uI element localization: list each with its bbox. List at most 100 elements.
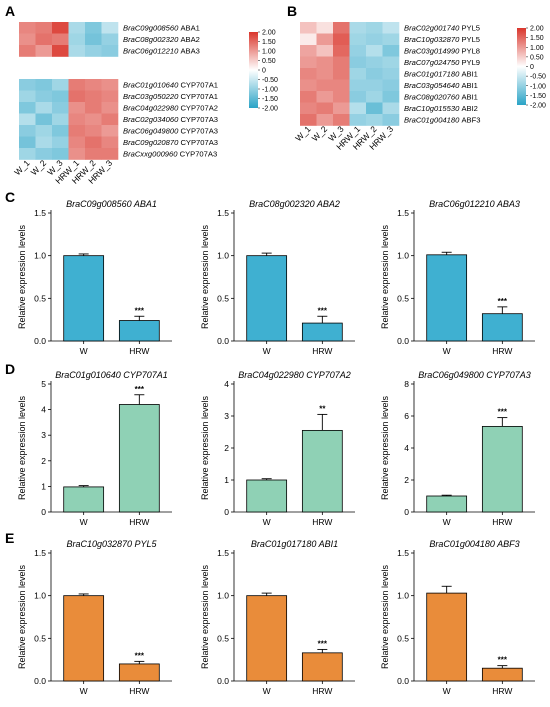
heatmap-cell: [333, 33, 350, 46]
y-tick-label: 0.0: [34, 336, 46, 346]
y-tick-label: 1.0: [34, 251, 46, 261]
legend-tick-label: 2.00: [530, 26, 544, 33]
heatmap-cell: [52, 79, 69, 91]
heatmap-cell: [19, 136, 36, 149]
y-tick-label: 0.0: [34, 676, 46, 686]
heatmap-cell: [366, 68, 383, 80]
heatmap-cell: [101, 90, 119, 103]
row-gene-name: PYL8: [461, 47, 480, 56]
heatmap-cell: [68, 125, 86, 137]
heatmap-cell: [101, 22, 119, 34]
row-label: BraC02g034060 CYP707A3: [123, 115, 218, 124]
significance-label: ***: [135, 651, 145, 660]
y-tick-label: 3: [41, 430, 46, 440]
heatmap-cell: [85, 102, 102, 114]
heatmap-cell: [19, 45, 36, 57]
heatmap-cell: [101, 102, 119, 114]
heatmap-cell: [52, 136, 69, 149]
y-tick-label: 1.5: [217, 208, 229, 218]
heatmap-cell: [68, 33, 86, 46]
legend-tick-label: -2.00: [262, 106, 278, 113]
y-tick-label: 6: [404, 411, 409, 421]
legend-tick-label: 0: [262, 68, 266, 75]
bar: [63, 255, 105, 342]
x-tick-label: HRW: [129, 517, 149, 527]
chart-gene-name: ABA1: [133, 199, 157, 209]
heatmap-cell: [300, 102, 317, 115]
row-gene-name: ABA3: [180, 47, 199, 56]
row-gene-name: ABA2: [180, 35, 199, 44]
heatmap-cell: [52, 113, 69, 126]
heatmap-cell: [52, 90, 69, 103]
row-gene-id: BraC07g024750: [404, 58, 460, 67]
row-gene-name: ABF3: [461, 116, 480, 125]
heatmap-cell: [349, 102, 367, 115]
y-tick-label: 1.0: [397, 591, 409, 601]
heatmap-cell: [35, 113, 53, 126]
row-gene-name: CYP707A3: [180, 150, 218, 159]
row-label: BraC06g049800 CYP707A3: [123, 127, 218, 136]
heatmap-cell: [366, 22, 383, 34]
x-tick-label: HRW: [312, 517, 332, 527]
heatmap-cell: [333, 22, 350, 34]
bar: [301, 429, 343, 513]
chart-gene-name: ABA2: [316, 199, 340, 209]
legend-tick-label: -0.50: [262, 77, 278, 84]
row-label: BraC04g022980 CYP707A2: [123, 104, 218, 113]
chart-gene-name: CYP707A2: [306, 370, 351, 380]
heatmap-cell: [366, 102, 383, 115]
heatmap-cell: [101, 79, 119, 91]
legend-tick-label: 1.50: [262, 39, 276, 46]
heatmap-cell: [85, 90, 102, 103]
heatmap-cell: [316, 22, 334, 34]
bar: [246, 595, 288, 682]
x-tick-label: W: [263, 346, 271, 356]
heatmap-cell: [68, 136, 86, 149]
column-label: W_1: [293, 124, 313, 144]
row-gene-name: CYP707A3: [180, 138, 218, 147]
heatmap-cell: [382, 114, 400, 126]
bar: [426, 254, 468, 342]
x-tick-label: W: [443, 517, 451, 527]
bar: [118, 320, 160, 342]
heatmap-cell: [333, 45, 350, 57]
heatmap-cell: [52, 148, 69, 160]
heatmap-cell: [382, 79, 400, 92]
column-label: W_2: [29, 158, 49, 178]
heatmap-cell: [52, 125, 69, 137]
bar: [301, 322, 343, 342]
row-label: BraC03g050220 CYP707A1: [123, 92, 218, 101]
heatmap-cell: [300, 79, 317, 92]
significance-label: ***: [318, 306, 328, 315]
chart-title: BraC10g032870 PYL5: [66, 539, 157, 549]
y-axis-label: Relative expression levels: [17, 224, 27, 329]
y-tick-label: 0: [224, 507, 229, 517]
significance-label: ***: [498, 408, 508, 417]
heatmap-cell: [85, 136, 102, 149]
heatmap-cell: [349, 56, 367, 69]
heatmap-cell: [35, 136, 53, 149]
legend-tick-label: 1.00: [530, 45, 544, 52]
y-tick-label: 0.5: [217, 293, 229, 303]
heatmap-cell: [101, 148, 119, 160]
x-tick-label: HRW: [492, 517, 512, 527]
panel-letter-d: D: [5, 361, 15, 377]
row-gene-id: BraC02g001740: [404, 24, 460, 33]
legend-tick-label: -2.00: [530, 103, 546, 110]
row-label: BraC02g001740 PYL5: [404, 24, 480, 33]
heatmap-cell: [52, 22, 69, 34]
heatmap-cell: [349, 114, 367, 126]
heatmap-cell: [68, 45, 86, 57]
y-axis-label: Relative expression levels: [200, 564, 210, 669]
heatmap-cell: [300, 114, 317, 126]
row-label: BraC10g032870 PYL5: [404, 35, 480, 44]
bar-chart-6: BraC01g010640 CYP707A1 0 1 2 3 4 5 Relative exp…: [17, 370, 172, 527]
heatmap-cell: [101, 136, 119, 149]
bar: [63, 486, 105, 513]
legend-tick-label: 1.00: [262, 49, 276, 56]
y-tick-label: 4: [41, 405, 46, 415]
heatmap-cell: [19, 113, 36, 126]
legend-tick-label: 2.00: [262, 30, 276, 37]
heatmap-cell: [35, 45, 53, 57]
row-gene-id: BraC03g054640: [404, 81, 460, 90]
